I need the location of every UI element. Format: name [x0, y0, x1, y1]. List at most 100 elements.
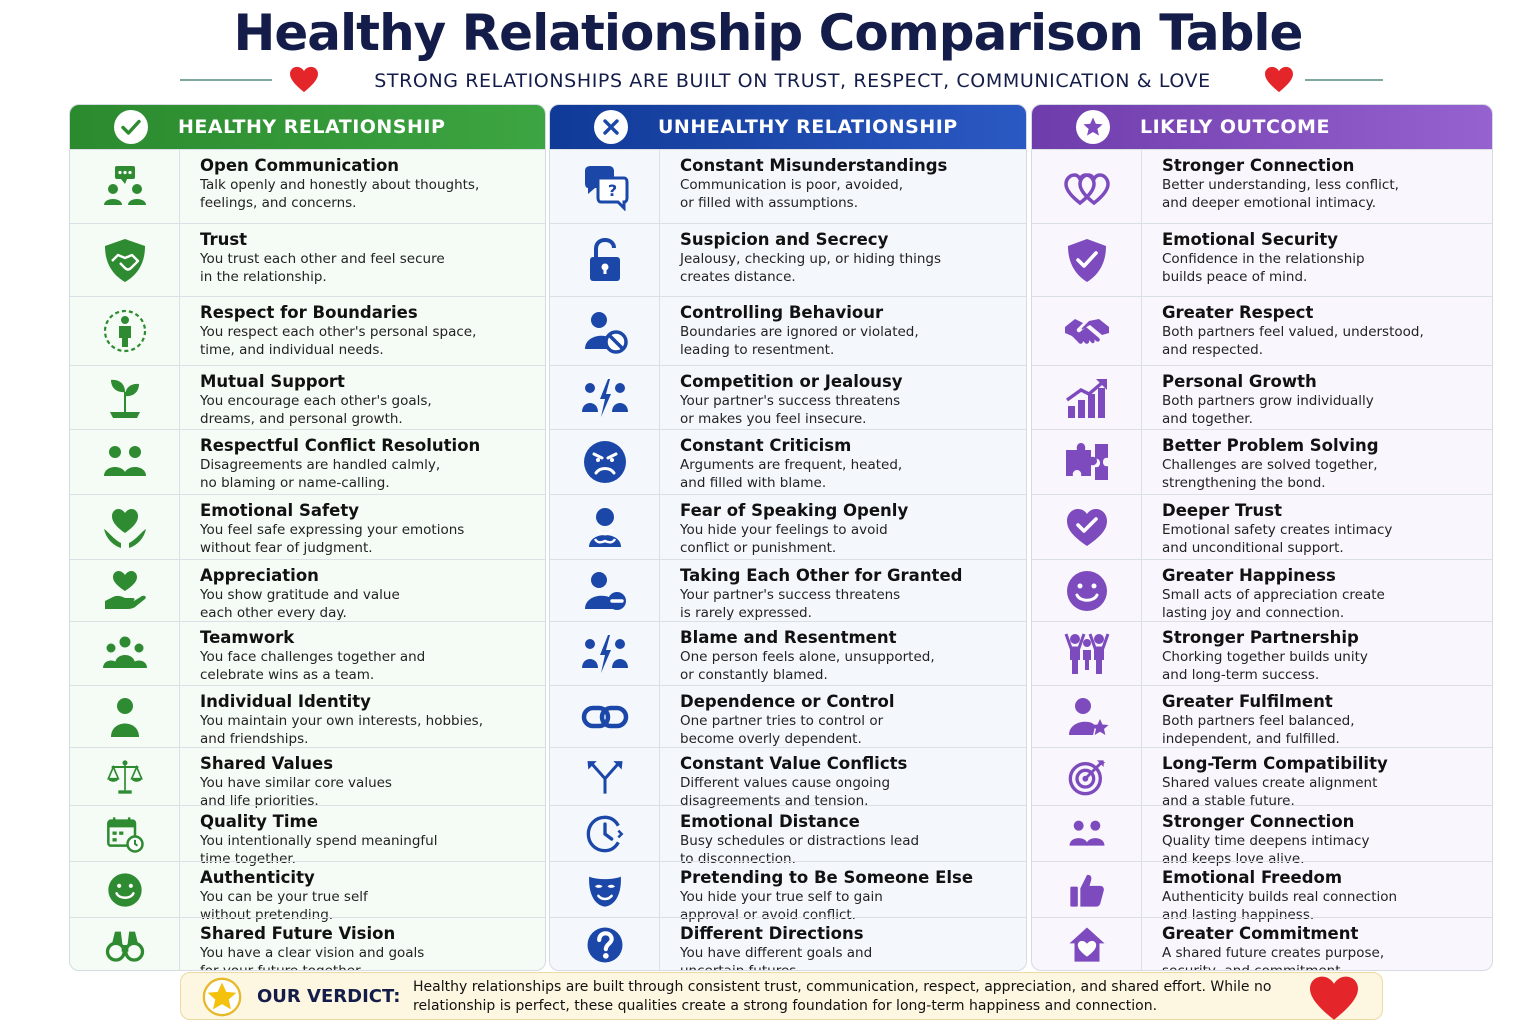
outcome-text-cell: Stronger Connection Better understanding,… [1162, 156, 1484, 212]
healthy-row: Open Communication Talk openly and honest… [70, 149, 545, 223]
outcome-row: Greater Fulfilment Both partners feel bal… [1032, 685, 1492, 747]
subtitle-row: STRONG RELATIONSHIPS ARE BUILT ON TRUST,… [0, 66, 1536, 96]
unhealthy-text-cell: Pretending to Be Someone Else You hide yo… [680, 868, 1018, 924]
unhealthy-row-title: Emotional Distance [680, 812, 860, 831]
healthy-row: Respectful Conflict Resolution Disagreeme… [70, 429, 545, 494]
unhealthy-icon-cell [550, 366, 660, 429]
outcome-icon-cell [1032, 806, 1142, 861]
unhealthy-row-description: Boundaries are ignored or violated, lead… [680, 324, 919, 358]
unhealthy-row-title: Competition or Jealousy [680, 372, 903, 391]
outcome-text-cell: Greater Commitment A shared future create… [1162, 924, 1484, 971]
outcome-text-cell: Greater Happiness Small acts of appreciat… [1162, 566, 1484, 622]
unhealthy-row: Constant Value Conflicts Different values… [550, 747, 1026, 809]
unhealthy-text-cell: Taking Each Other for Granted Your partne… [680, 566, 1018, 622]
healthy-row-title: Teamwork [200, 628, 295, 647]
healthy-row-description: You trust each other and feel secure in … [200, 251, 445, 285]
healthy-text-cell: Quality Time You intentionally spend mean… [200, 812, 537, 868]
star-icon [1076, 110, 1110, 144]
person-boundary-icon [103, 309, 146, 353]
unhealthy-row-description: You have different goals and uncertain f… [680, 945, 873, 971]
healthy-icon-cell [70, 495, 180, 559]
unhealthy-row: Emotional Distance Busy schedules or dist… [550, 805, 1026, 867]
clock-icon [586, 815, 623, 852]
x-icon [594, 110, 628, 144]
unhealthy-row-description: One partner tries to control or become o… [680, 713, 884, 747]
unhealthy-row: Competition or Jealousy Your partner's su… [550, 365, 1026, 429]
unhealthy-icon-cell [550, 686, 660, 747]
outcome-row: Emotional Security Confidence in the rela… [1032, 223, 1492, 296]
handshake-icon [1064, 319, 1109, 344]
healthy-text-cell: Respect for Boundaries You respect each o… [200, 303, 537, 359]
unhealthy-row: Suspicion and Secrecy Jealousy, checking … [550, 223, 1026, 296]
unhealthy-icon-cell [550, 430, 660, 494]
unhealthy-text-cell: Constant Value Conflicts Different values… [680, 754, 1018, 810]
unhealthy-icon-cell [550, 748, 660, 805]
outcome-header-label: LIKELY OUTCOME [1140, 116, 1330, 138]
two-people-icon [1069, 820, 1104, 846]
unhealthy-row: Taking Each Other for Granted Your partne… [550, 559, 1026, 621]
shield-check-icon [1067, 239, 1106, 282]
question-circle-icon [587, 927, 622, 963]
outcome-row-description: Both partners feel balanced, independent… [1162, 713, 1355, 747]
outcome-header: LIKELY OUTCOME [1032, 105, 1492, 149]
unhealthy-icon-cell: ? [550, 150, 660, 223]
person-star-icon [1068, 697, 1108, 735]
healthy-text-cell: Mutual Support You encourage each other's… [200, 372, 537, 428]
unhealthy-row-title: Controlling Behaviour [680, 303, 884, 322]
unhealthy-icon-cell [550, 806, 660, 861]
unhealthy-row-description: One person feels alone, unsupported, or … [680, 649, 935, 683]
growth-chart-icon [1065, 378, 1107, 418]
mask-icon [588, 876, 621, 907]
healthy-icon-cell [70, 686, 180, 747]
outcome-row-title: Greater Commitment [1162, 924, 1359, 943]
outcome-row-description: A shared future creates purpose, securit… [1162, 945, 1385, 971]
unhealthy-text-cell: Different Directions You have different g… [680, 924, 1018, 971]
outcome-row: Emotional Freedom Authenticity builds rea… [1032, 861, 1492, 923]
unhealthy-row-description: Communication is poor, avoided, or fille… [680, 177, 904, 211]
healthy-row: Individual Identity You maintain your own… [70, 685, 545, 747]
healthy-icon-cell [70, 806, 180, 861]
outcome-row: Better Problem Solving Challenges are sol… [1032, 429, 1492, 494]
communication-icon [103, 165, 146, 205]
unhealthy-text-cell: Emotional Distance Busy schedules or dist… [680, 812, 1018, 868]
unhealthy-column: UNHEALTHY RELATIONSHIP ? Constant Misunde… [549, 104, 1027, 971]
angry-face-icon [583, 441, 626, 483]
unhealthy-row: ? Constant Misunderstandings Communication… [550, 149, 1026, 223]
unhealthy-row: Blame and Resentment One person feels alo… [550, 621, 1026, 685]
outcome-row-description: Small acts of appreciation create lastin… [1162, 587, 1385, 621]
outcome-text-cell: Personal Growth Both partners grow indivi… [1162, 372, 1484, 428]
healthy-row: Authenticity You can be your true self wi… [70, 861, 545, 923]
healthy-row-description: Talk openly and honestly about thoughts,… [200, 177, 480, 211]
healthy-icon-cell [70, 622, 180, 685]
unhealthy-text-cell: Blame and Resentment One person feels alo… [680, 628, 1018, 684]
unhealthy-text-cell: Competition or Jealousy Your partner's su… [680, 372, 1018, 428]
page-subtitle: STRONG RELATIONSHIPS ARE BUILT ON TRUST,… [374, 70, 1211, 92]
unhealthy-icon-cell [550, 297, 660, 365]
outcome-row-title: Deeper Trust [1162, 501, 1282, 520]
healthy-icon-cell [70, 918, 180, 970]
unhealthy-row-description: Your partner's success threatens is rare… [680, 587, 901, 621]
outcome-icon-cell [1032, 297, 1142, 365]
unhealthy-icon-cell [550, 862, 660, 917]
outcome-column: LIKELY OUTCOME Stronger Connection Better… [1031, 104, 1493, 971]
heart-icon [290, 66, 318, 93]
outcome-row-title: Greater Respect [1162, 303, 1314, 322]
unhealthy-icon-cell [550, 495, 660, 559]
check-icon [114, 110, 148, 144]
healthy-text-cell: Shared Values You have similar core value… [200, 754, 537, 810]
outcome-row: Personal Growth Both partners grow indivi… [1032, 365, 1492, 429]
unhealthy-row-title: Constant Criticism [680, 436, 852, 455]
unhealthy-header-label: UNHEALTHY RELATIONSHIP [658, 116, 958, 138]
unhealthy-icon-cell [550, 918, 660, 970]
outcome-row-description: Better understanding, less conflict, and… [1162, 177, 1399, 211]
outcome-row: Greater Happiness Small acts of appreciat… [1032, 559, 1492, 621]
home-heart-icon [1069, 927, 1104, 962]
healthy-row-title: Quality Time [200, 812, 318, 831]
outcome-row-title: Stronger Partnership [1162, 628, 1359, 647]
verdict-label: OUR VERDICT: [257, 986, 401, 1007]
healthy-icon-cell [70, 430, 180, 494]
healthy-text-cell: Appreciation You show gratitude and value… [200, 566, 537, 622]
outcome-icon-cell [1032, 495, 1142, 559]
outcome-text-cell: Stronger Connection Quality time deepens … [1162, 812, 1484, 868]
outcome-icon-cell [1032, 686, 1142, 747]
